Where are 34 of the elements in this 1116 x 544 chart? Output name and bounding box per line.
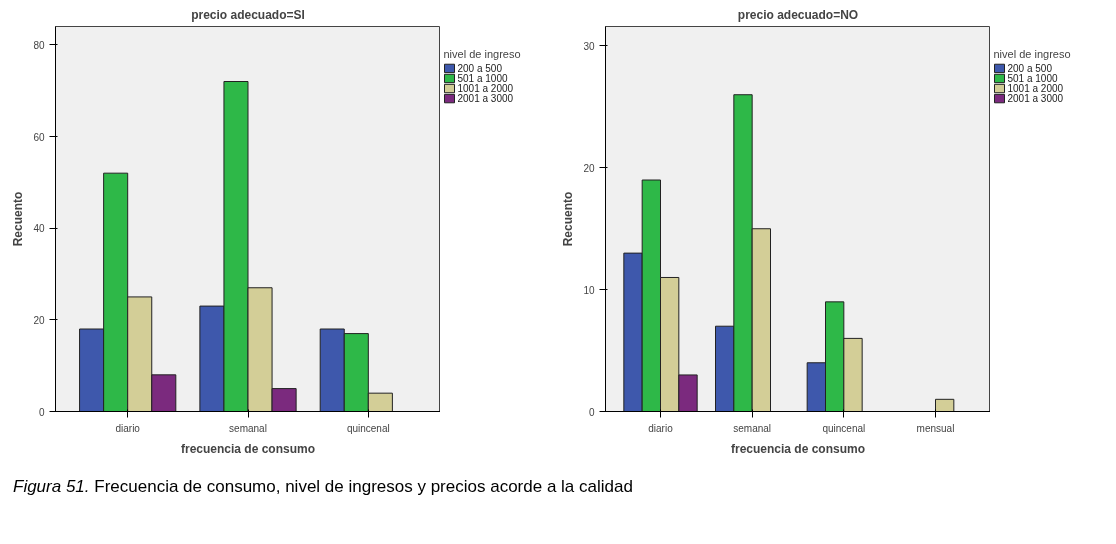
y-axis-title: Recuento [561,191,576,247]
x-tick-label: quincenal [346,422,390,434]
x-axis-title: frecuencia de consumo [180,441,316,456]
y-tick-label: 20 [33,314,45,326]
legend-label: 501 a 1000 [457,72,508,84]
legend-title: nivel de ingreso [443,48,521,61]
legend-label: 2001 a 3000 [1007,93,1064,105]
y-tick-label: 0 [588,406,595,418]
y-tick-label: 60 [33,131,45,143]
y-tick-label: 10 [583,284,595,296]
y-tick-label: 80 [33,39,45,51]
legend-label: 2001 a 3000 [457,93,514,105]
x-tick-label: semanal [733,422,772,434]
text: Figura 51. Frecuencia de consumo, nivel de ingresos y precios acorde a la calidad [13,476,633,498]
y-tick-label: 20 [583,162,595,174]
legend-label: 200 a 500 [457,62,503,74]
chart-title: precio adecuado=NO [737,7,859,22]
y-tick-label: 0 [38,406,45,418]
x-axis-title: frecuencia de consumo [730,441,866,456]
chart-title: precio adecuado=SI [191,7,305,22]
bar [935,398,955,412]
y-axis-title: Recuento [11,191,26,247]
legend-label: 501 a 1000 [1007,72,1058,84]
x-tick-label: mensual [916,422,955,434]
y-tick-label: 30 [583,40,595,52]
x-tick-label: diario [648,422,674,434]
x-tick-label: quincenal [822,422,866,434]
legend-label: 200 a 500 [1007,62,1053,74]
legend-label: 1001 a 2000 [457,83,514,95]
legend-title: nivel de ingreso [993,48,1071,61]
x-tick-label: diario [115,422,141,434]
legend-label: 1001 a 2000 [1007,83,1064,95]
x-tick-label: semanal [229,422,267,434]
y-tick-label: 40 [33,223,45,235]
